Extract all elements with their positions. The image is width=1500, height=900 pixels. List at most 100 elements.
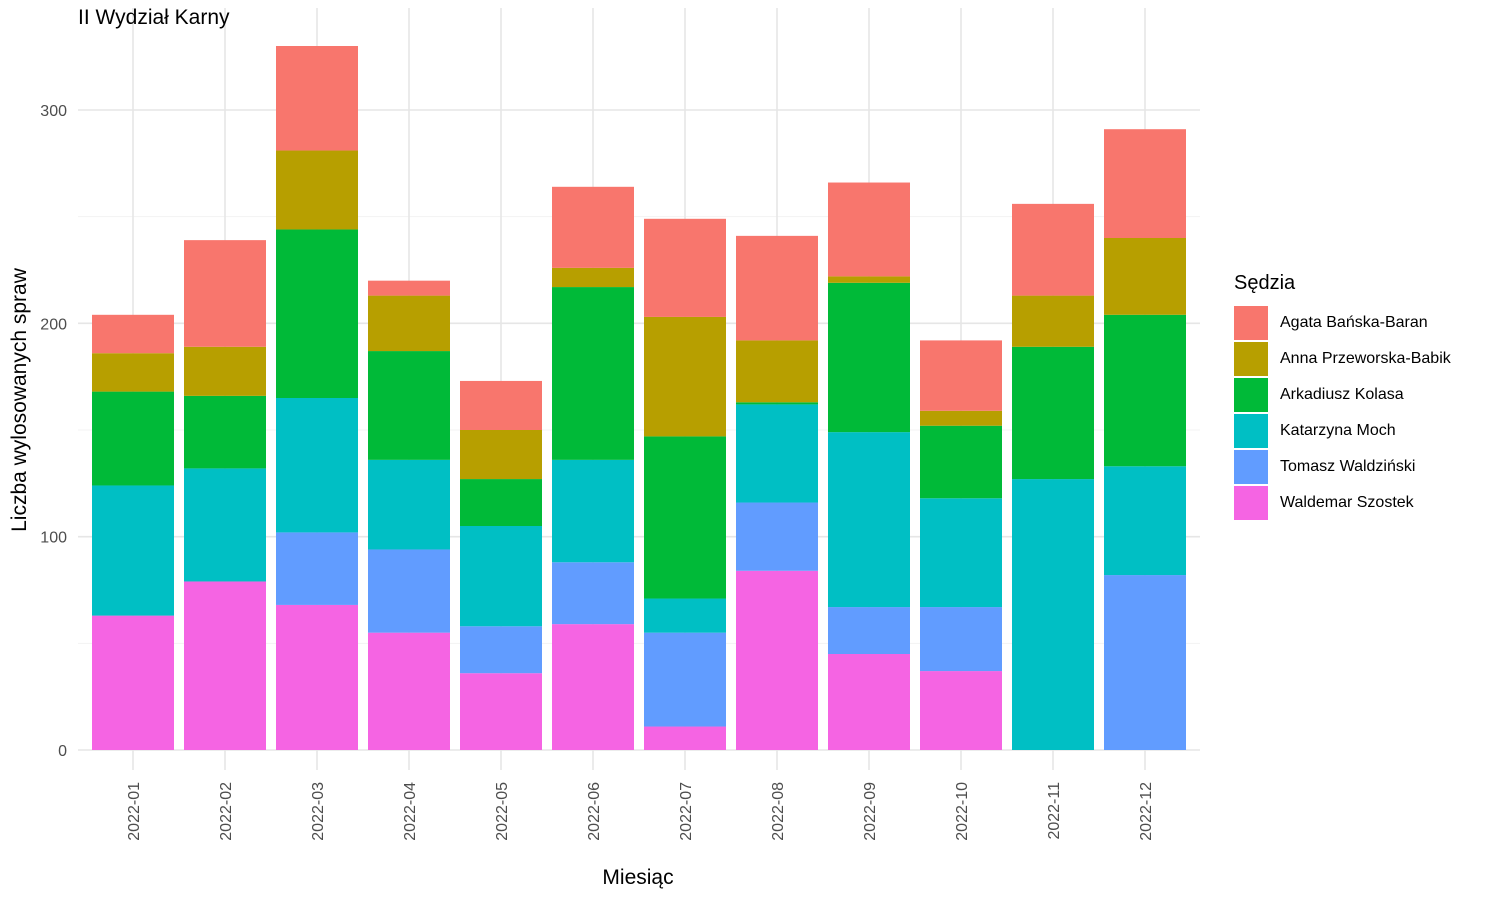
y-tick-label: 300 xyxy=(40,103,67,120)
x-tick-label: 2022-09 xyxy=(862,782,879,841)
bar-segment xyxy=(368,549,450,633)
bar-segment xyxy=(736,570,818,750)
bar-segment xyxy=(1104,238,1186,315)
bar-segment xyxy=(1104,314,1186,467)
bar-segment xyxy=(920,410,1002,426)
bar-segment xyxy=(184,346,266,396)
bar-segment xyxy=(828,607,910,654)
y-tick-label: 200 xyxy=(40,316,67,333)
bar-segment xyxy=(368,632,450,750)
bar-segment xyxy=(460,626,542,674)
bar-segment xyxy=(736,404,818,503)
bar-segment xyxy=(460,479,542,526)
legend-label: Tomasz Waldziński xyxy=(1280,458,1416,475)
bar-segment xyxy=(1012,203,1094,296)
bar-segment xyxy=(1104,129,1186,238)
legend-item: Waldemar Szostek xyxy=(1234,485,1451,521)
bar-segment xyxy=(460,673,542,750)
bar-segment xyxy=(1012,346,1094,480)
legend-label: Katarzyna Moch xyxy=(1280,422,1396,439)
bar-segment xyxy=(644,632,726,727)
bar-segment xyxy=(184,395,266,469)
bar-segment xyxy=(552,186,634,268)
y-tick-label: 0 xyxy=(58,743,67,760)
legend-label: Waldemar Szostek xyxy=(1280,494,1414,511)
bar-segment xyxy=(1104,466,1186,576)
bar-segment xyxy=(644,316,726,437)
bars xyxy=(92,46,1186,750)
bar-segment xyxy=(920,671,1002,750)
bar-segment xyxy=(828,182,910,277)
bar-segment xyxy=(92,353,174,392)
bar-segment xyxy=(184,581,266,750)
bar-segment xyxy=(92,485,174,616)
legend-label: Arkadiusz Kolasa xyxy=(1280,386,1404,403)
bar-segment xyxy=(552,267,634,288)
x-tick-label: 2022-08 xyxy=(770,782,787,841)
legend-swatch xyxy=(1234,414,1268,448)
bar-segment xyxy=(92,615,174,750)
bar-segment xyxy=(920,425,1002,499)
y-axis-ticks: 0 100 200 300 xyxy=(40,103,67,760)
bar-segment xyxy=(184,468,266,582)
bar-segment xyxy=(644,436,726,599)
bar-segment xyxy=(368,295,450,352)
legend: Sędzia Agata Bańska-Baran Anna Przeworska… xyxy=(1234,272,1451,521)
x-tick-label: 2022-03 xyxy=(310,782,327,841)
bar-segment xyxy=(828,282,910,433)
x-tick-label: 2022-05 xyxy=(494,782,511,841)
chart-title: II Wydział Karny xyxy=(78,6,230,29)
x-tick-label: 2022-06 xyxy=(586,782,603,841)
bar-segment xyxy=(552,287,634,460)
bar-segment xyxy=(552,624,634,750)
bar-segment xyxy=(460,380,542,430)
bar-segment xyxy=(920,340,1002,411)
bar-segment xyxy=(368,459,450,550)
bar-segment xyxy=(368,280,450,296)
bar-segment xyxy=(1104,575,1186,750)
y-tick-label: 100 xyxy=(40,530,67,547)
bar-segment xyxy=(368,351,450,460)
y-axis-title: Liczba wylosowanych spraw xyxy=(8,268,31,532)
bar-segment xyxy=(92,314,174,354)
bar-segment xyxy=(920,607,1002,672)
legend-title: Sędzia xyxy=(1234,272,1296,294)
x-tick-label: 2022-12 xyxy=(1138,782,1155,841)
legend-item: Arkadiusz Kolasa xyxy=(1234,377,1451,413)
bar-segment xyxy=(276,604,358,750)
x-tick-label: 2022-11 xyxy=(1046,782,1063,840)
bar-segment xyxy=(184,240,266,347)
bar-segment xyxy=(1012,479,1094,750)
legend-label: Agata Bańska-Baran xyxy=(1280,314,1428,331)
bar-segment xyxy=(736,235,818,341)
bar-segment xyxy=(736,502,818,571)
bar-segment xyxy=(460,430,542,480)
legend-item: Tomasz Waldziński xyxy=(1234,449,1451,485)
x-axis-title: Miesiąc xyxy=(602,866,674,889)
bar-segment xyxy=(276,532,358,605)
legend-swatch xyxy=(1234,450,1268,484)
legend-swatch xyxy=(1234,486,1268,520)
bar-segment xyxy=(276,150,358,230)
x-tick-label: 2022-02 xyxy=(218,782,235,841)
legend-swatch xyxy=(1234,378,1268,412)
x-axis-ticks: 2022-01 2022-02 2022-03 2022-04 2022-05 2022-… xyxy=(126,782,1155,841)
bar-segment xyxy=(920,498,1002,608)
x-tick-label: 2022-01 xyxy=(126,782,143,841)
bar-segment xyxy=(644,598,726,633)
legend-item: Agata Bańska-Baran xyxy=(1234,305,1451,341)
bar-segment xyxy=(92,391,174,486)
bar-segment xyxy=(828,432,910,608)
bar-segment xyxy=(736,340,818,403)
bar-segment xyxy=(644,726,726,750)
bar-segment xyxy=(828,654,910,750)
legend-item: Katarzyna Moch xyxy=(1234,413,1451,449)
bar-segment xyxy=(276,229,358,398)
bar-segment xyxy=(276,46,358,151)
legend-swatch xyxy=(1234,342,1268,376)
bar-segment xyxy=(736,402,818,405)
legend-swatch xyxy=(1234,306,1268,340)
legend-item: Anna Przeworska-Babik xyxy=(1234,341,1451,377)
bar-segment xyxy=(828,276,910,283)
